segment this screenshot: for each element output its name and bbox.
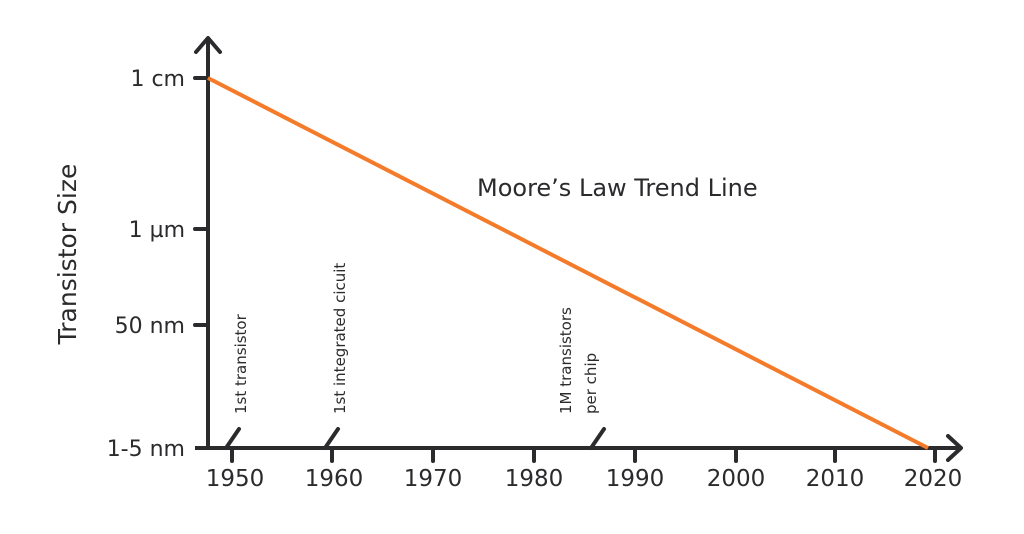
- x-ticks: [230, 446, 937, 463]
- x-tick-1980: 1980: [505, 466, 564, 492]
- y-axis-title: Transistor Size: [53, 164, 82, 346]
- trend-line: [207, 76, 929, 450]
- y-ticks: [193, 76, 210, 327]
- x-tick-2020: 2020: [904, 466, 963, 492]
- milestone-1st-integrated-circuit: 1st integrated cicuit: [331, 263, 349, 414]
- milestone-1st-transistor: 1st transistor: [232, 313, 250, 414]
- x-tick-1970: 1970: [404, 466, 463, 492]
- x-tick-1960: 1960: [305, 466, 364, 492]
- y-tick-50nm: 50 nm: [115, 314, 185, 339]
- x-tick-1950: 1950: [206, 466, 265, 492]
- trend-line-label: Moore’s Law Trend Line: [477, 174, 758, 202]
- y-tick-1um: 1 µm: [129, 218, 185, 243]
- marker-1st-transistor: [224, 427, 241, 450]
- y-axis-arrow-icon: [194, 36, 222, 54]
- milestone-1m-transistors-line1: 1M transistors: [557, 307, 575, 414]
- x-tick-2010: 2010: [806, 466, 865, 492]
- y-tick-1-5nm: 1-5 nm: [107, 437, 185, 462]
- y-tick-labels: 1 cm 1 µm 50 nm 1-5 nm: [107, 67, 185, 462]
- y-tick-1cm: 1 cm: [130, 67, 185, 92]
- x-tick-2000: 2000: [707, 466, 766, 492]
- x-axis-arrow-icon: [946, 434, 963, 462]
- milestone-1m-transistors-line2: per chip: [582, 353, 600, 414]
- marker-1m-transistors: [589, 427, 606, 450]
- x-tick-labels: 1950 1960 1970 1980 1990 2000 2010 2020: [206, 466, 963, 492]
- marker-1st-integrated-circuit: [323, 427, 340, 450]
- x-tick-1990: 1990: [606, 466, 665, 492]
- milestone-markers: [224, 427, 606, 450]
